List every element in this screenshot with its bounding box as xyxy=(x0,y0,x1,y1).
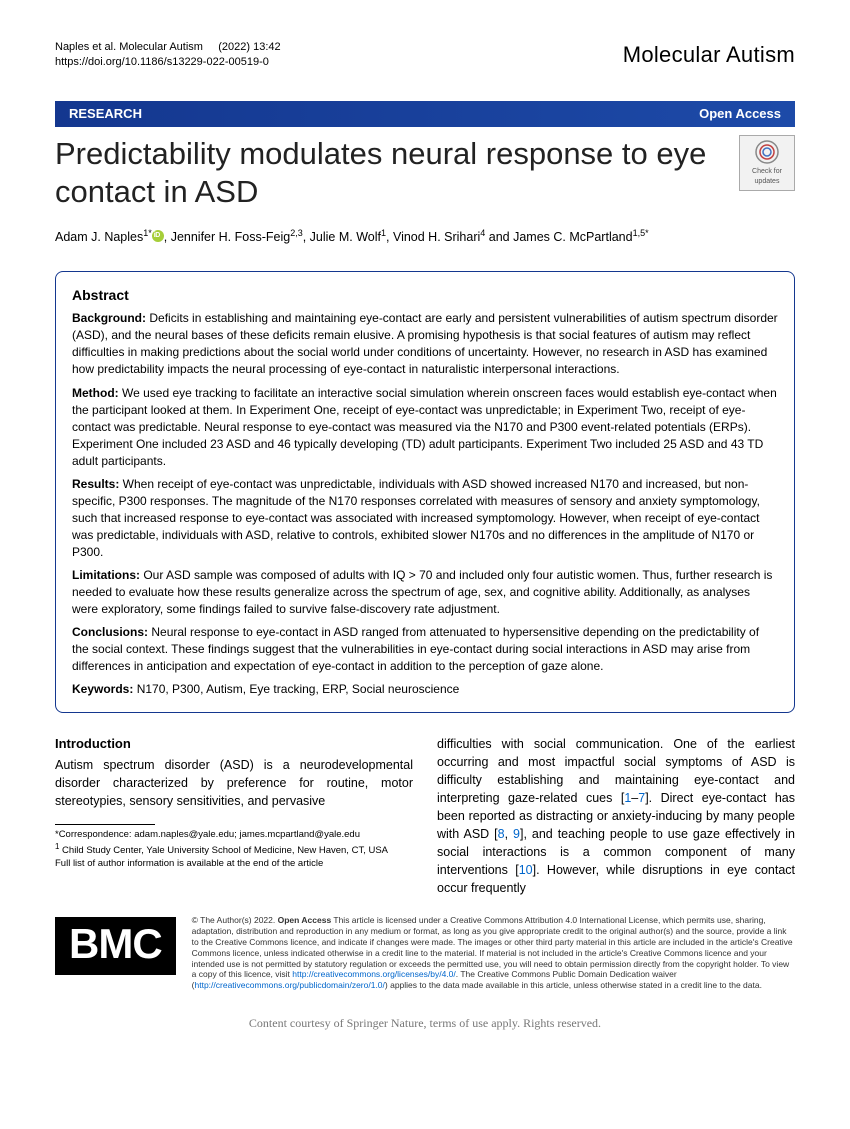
column-left: Introduction Autism spectrum disorder (A… xyxy=(55,735,413,897)
copyright-text: © The Author(s) 2022. xyxy=(192,915,278,925)
background-text: Deficits in establishing and maintaining… xyxy=(72,311,778,376)
journal-name: Molecular Autism xyxy=(623,40,795,71)
ref-9[interactable]: 9 xyxy=(513,827,520,841)
introduction-heading: Introduction xyxy=(55,735,413,754)
crossmark-label-1: Check for xyxy=(752,167,782,177)
article-title: Predictability modulates neural response… xyxy=(55,135,727,211)
method-label: Method: xyxy=(72,386,119,400)
author-5-aff: 1,5* xyxy=(633,228,649,238)
column-right: difficulties with social communication. … xyxy=(437,735,795,897)
intro-paragraph-right: difficulties with social communication. … xyxy=(437,735,795,897)
header: Naples et al. Molecular Autism (2022) 13… xyxy=(55,40,795,71)
author-2: Jennifer H. Foss-Feig xyxy=(171,230,290,244)
keywords-label: Keywords: xyxy=(72,682,133,696)
article-type-label: RESEARCH xyxy=(69,105,142,123)
keywords-text: N170, P300, Autism, Eye tracking, ERP, S… xyxy=(133,682,459,696)
springer-note: Content courtesy of Springer Nature, ter… xyxy=(55,1015,795,1032)
affiliation-line: Child Study Center, Yale University Scho… xyxy=(59,845,388,856)
author-3: Julie M. Wolf xyxy=(310,230,381,244)
cc0-link[interactable]: http://creativecommons.org/publicdomain/… xyxy=(195,980,385,990)
bmc-logo: BMC xyxy=(55,917,176,975)
crossmark-button[interactable]: Check for updates xyxy=(739,135,795,191)
cc-by-link[interactable]: http://creativecommons.org/licenses/by/4… xyxy=(292,969,455,979)
background-label: Background: xyxy=(72,311,146,325)
author-1-aff: 1* xyxy=(143,228,152,238)
license-footer: BMC © The Author(s) 2022. Open Access Th… xyxy=(55,915,795,991)
full-list-note: Full list of author information is avail… xyxy=(55,858,413,871)
author-2-aff: 2,3 xyxy=(290,228,303,238)
conclusions-text: Neural response to eye-contact in ASD ra… xyxy=(72,625,759,673)
orcid-icon[interactable] xyxy=(152,230,164,242)
author-3-aff: 1 xyxy=(381,228,386,238)
conclusions-label: Conclusions: xyxy=(72,625,148,639)
license-body-c: ) applies to the data made available in … xyxy=(385,980,762,990)
method-text: We used eye tracking to facilitate an in… xyxy=(72,386,777,468)
crossmark-label-2: updates xyxy=(755,177,780,187)
citation-issue: (2022) 13:42 xyxy=(218,41,280,53)
crossmark-icon xyxy=(754,139,780,165)
limitations-label: Limitations: xyxy=(72,568,140,582)
author-4: Vinod H. Srihari xyxy=(393,230,480,244)
results-label: Results: xyxy=(72,477,119,491)
limitations-text: Our ASD sample was composed of adults wi… xyxy=(72,568,772,616)
citation-authors: Naples et al. Molecular Autism xyxy=(55,41,203,53)
article-type-banner: RESEARCH Open Access xyxy=(55,101,795,127)
author-5: James C. McPartland xyxy=(513,230,632,244)
results-text: When receipt of eye-contact was unpredic… xyxy=(72,477,760,559)
abstract-box: Abstract Background: Deficits in establi… xyxy=(55,271,795,714)
footnotes: *Correspondence: adam.naples@yale.edu; j… xyxy=(55,829,413,871)
abstract-heading: Abstract xyxy=(72,286,778,306)
ref-8[interactable]: 8 xyxy=(498,827,505,841)
open-access-label: Open Access xyxy=(699,105,781,123)
citation-block: Naples et al. Molecular Autism (2022) 13… xyxy=(55,40,281,71)
footnote-separator xyxy=(55,824,155,825)
open-access-bold: Open Access xyxy=(278,915,332,925)
intro-paragraph-left: Autism spectrum disorder (ASD) is a neur… xyxy=(55,756,413,810)
doi-link[interactable]: https://doi.org/10.1186/s13229-022-00519… xyxy=(55,56,269,68)
body-columns: Introduction Autism spectrum disorder (A… xyxy=(55,735,795,897)
author-1: Adam J. Naples xyxy=(55,230,143,244)
ref-10[interactable]: 10 xyxy=(519,863,533,877)
author-connector: and xyxy=(485,230,513,244)
authors-line: Adam J. Naples1*, Jennifer H. Foss-Feig2… xyxy=(55,227,795,247)
correspondence-line: *Correspondence: adam.naples@yale.edu; j… xyxy=(55,829,413,842)
license-text: © The Author(s) 2022. Open Access This a… xyxy=(192,915,795,991)
